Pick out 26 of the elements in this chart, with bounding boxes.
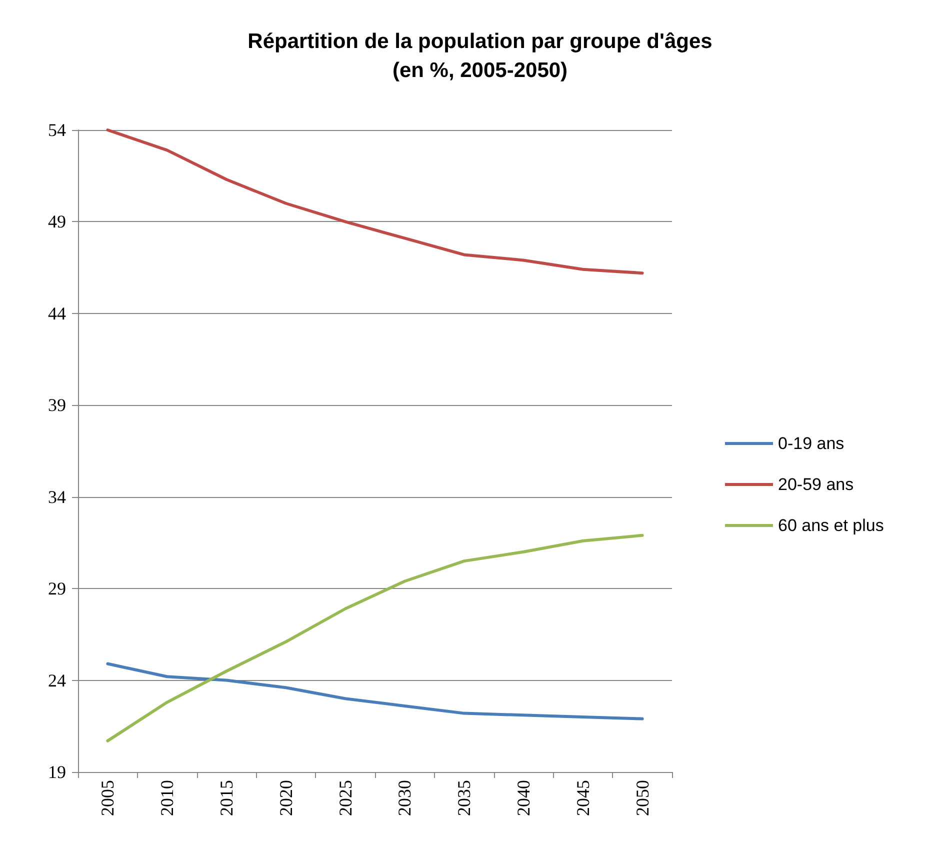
x-tick-label: 2010 (157, 780, 178, 816)
x-tick-label: 2020 (276, 780, 296, 816)
line-series (106, 128, 644, 275)
x-tick-label: 2030 (394, 780, 415, 816)
y-tick-label: 19 (48, 762, 66, 782)
x-tick-label: 2025 (335, 780, 356, 816)
legend-label: 20-59 ans (778, 475, 854, 494)
chart-subtitle: (en %, 2005-2050) (392, 59, 568, 82)
y-tick-label: 54 (48, 120, 66, 140)
y-tick-label: 49 (48, 212, 66, 232)
x-tick-label: 2005 (98, 780, 118, 816)
x-tick-label: 2015 (216, 780, 236, 816)
legend-label: 60 ans et plus (778, 516, 884, 535)
legend-label: 0-19 ans (778, 434, 844, 453)
chart-title: Répartition de la population par groupe d'âges (248, 30, 712, 53)
line-series (106, 534, 644, 742)
y-tick-label: 39 (48, 395, 66, 416)
y-tick-label: 44 (48, 303, 66, 324)
x-tick-label: 2050 (632, 780, 652, 816)
x-tick-label: 2045 (572, 780, 593, 816)
y-tick-label: 34 (48, 486, 66, 507)
line-series (106, 662, 644, 720)
x-tick-label: 2040 (514, 780, 534, 816)
y-tick-label: 29 (48, 578, 66, 599)
x-tick-label: 2035 (454, 780, 474, 816)
y-tick-label: 24 (48, 670, 66, 690)
